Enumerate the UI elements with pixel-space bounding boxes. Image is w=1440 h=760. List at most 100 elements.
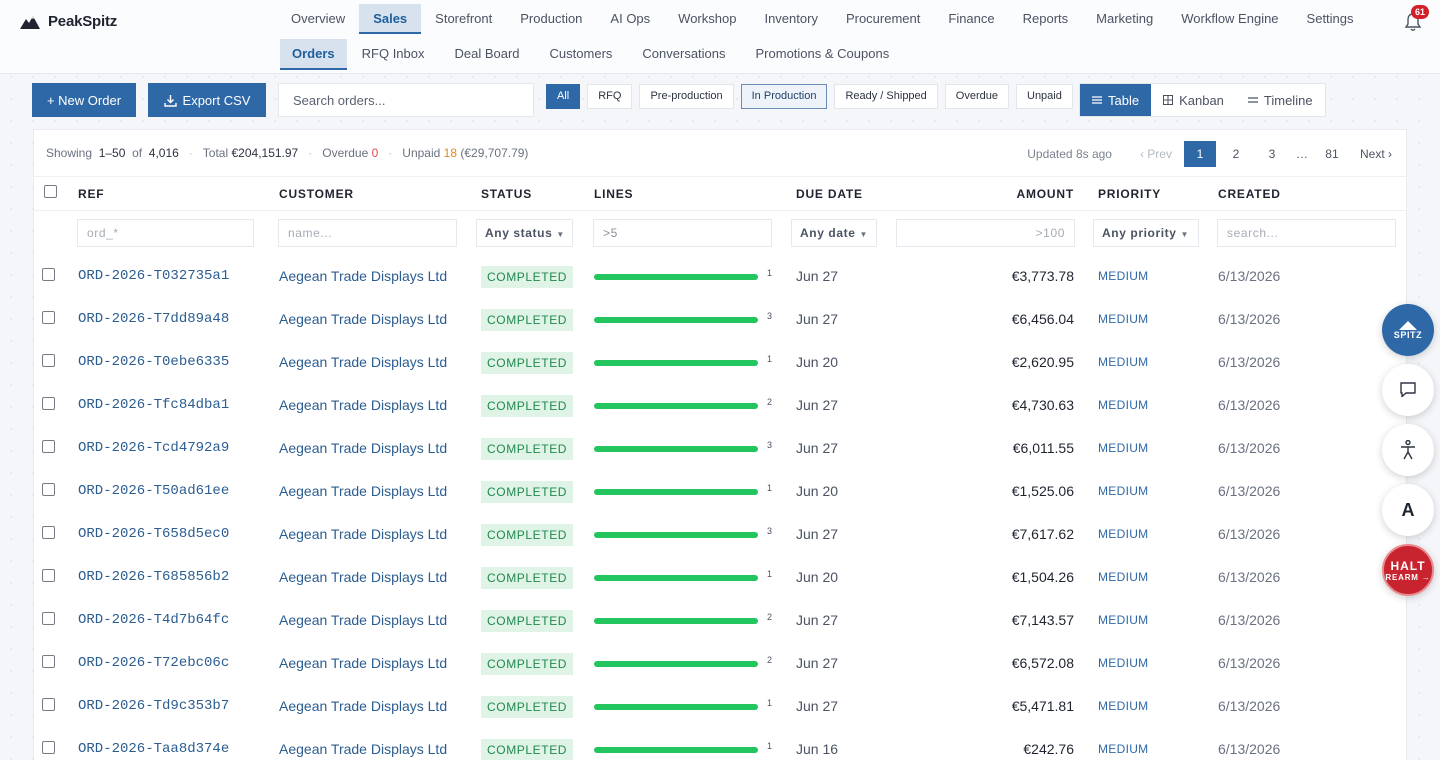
nav-procurement[interactable]: Procurement	[845, 11, 921, 26]
page-2-button[interactable]: 2	[1232, 147, 1240, 161]
customer-link[interactable]: Aegean Trade Displays Ltd	[279, 655, 448, 671]
nav-marketing[interactable]: Marketing	[1096, 11, 1154, 26]
nav-reports[interactable]: Reports	[1022, 11, 1069, 26]
status-filter-select[interactable]: Any status ▼	[476, 219, 573, 247]
table-row[interactable]: ORD-2026-T7dd89a48 Aegean Trade Displays …	[34, 298, 1406, 341]
header-due-date[interactable]: DUE DATE	[796, 187, 863, 201]
filter-chip-unpaid[interactable]: Unpaid	[1016, 84, 1073, 109]
priority-filter-select[interactable]: Any priority ▼	[1093, 219, 1199, 247]
amount-filter-input[interactable]: >100	[896, 219, 1075, 247]
export-csv-button[interactable]: Export CSV	[148, 83, 266, 117]
halt-button[interactable]: HALT REARM →	[1382, 544, 1434, 596]
page-3-button[interactable]: 3	[1268, 147, 1276, 161]
row-checkbox[interactable]	[42, 526, 55, 539]
order-ref-link[interactable]: ORD-2026-T658d5ec0	[78, 526, 230, 542]
nav-workshop[interactable]: Workshop	[678, 11, 737, 26]
subnav-deal-board[interactable]: Deal Board	[454, 46, 520, 61]
prev-page-button[interactable]: ‹ Prev	[1139, 147, 1172, 161]
new-order-button[interactable]: + New Order	[32, 83, 136, 117]
nav-ai-ops[interactable]: AI Ops	[610, 11, 651, 26]
table-row[interactable]: ORD-2026-T50ad61ee Aegean Trade Displays …	[34, 470, 1406, 513]
table-row[interactable]: ORD-2026-Td9c353b7 Aegean Trade Displays …	[34, 685, 1406, 728]
row-checkbox[interactable]	[42, 698, 55, 711]
table-row[interactable]: ORD-2026-T685856b2 Aegean Trade Displays …	[34, 556, 1406, 599]
row-checkbox[interactable]	[42, 569, 55, 582]
customer-link[interactable]: Aegean Trade Displays Ltd	[279, 397, 448, 413]
row-checkbox[interactable]	[42, 655, 55, 668]
customer-link[interactable]: Aegean Trade Displays Ltd	[279, 526, 448, 542]
header-customer[interactable]: CUSTOMER	[279, 187, 354, 201]
customer-link[interactable]: Aegean Trade Displays Ltd	[279, 698, 448, 714]
accessibility-button[interactable]	[1382, 424, 1434, 476]
row-checkbox[interactable]	[42, 311, 55, 324]
page-1-button[interactable]: 1	[1183, 141, 1216, 167]
customer-link[interactable]: Aegean Trade Displays Ltd	[279, 483, 448, 499]
header-lines[interactable]: LINES	[594, 187, 634, 201]
filter-chip-rfq[interactable]: RFQ	[587, 84, 633, 109]
customer-link[interactable]: Aegean Trade Displays Ltd	[279, 741, 448, 757]
order-ref-link[interactable]: ORD-2026-Td9c353b7	[78, 698, 230, 714]
select-all-checkbox[interactable]	[44, 185, 57, 198]
order-ref-link[interactable]: ORD-2026-Tcd4792a9	[78, 440, 230, 456]
row-checkbox[interactable]	[42, 440, 55, 453]
nav-overview[interactable]: Overview	[291, 11, 346, 26]
customer-link[interactable]: Aegean Trade Displays Ltd	[279, 440, 448, 456]
subnav-rfq-inbox[interactable]: RFQ Inbox	[361, 46, 425, 61]
filter-chip-ready-shipped[interactable]: Ready / Shipped	[834, 84, 938, 109]
order-ref-link[interactable]: ORD-2026-T72ebc06c	[78, 655, 230, 671]
row-checkbox[interactable]	[42, 483, 55, 496]
brand[interactable]: PeakSpitz	[20, 13, 117, 30]
order-ref-link[interactable]: ORD-2026-T50ad61ee	[78, 483, 230, 499]
subnav-conversations[interactable]: Conversations	[642, 46, 726, 61]
view-table-button[interactable]: Table	[1080, 84, 1152, 116]
nav-finance[interactable]: Finance	[948, 11, 995, 26]
row-checkbox[interactable]	[42, 741, 55, 754]
order-ref-link[interactable]: ORD-2026-T4d7b64fc	[78, 612, 230, 628]
header-created[interactable]: CREATED	[1218, 187, 1281, 201]
nav-inventory[interactable]: Inventory	[764, 11, 818, 26]
header-status[interactable]: STATUS	[481, 187, 533, 201]
nav-storefront[interactable]: Storefront	[435, 11, 493, 26]
ref-filter-input[interactable]: ord_*	[77, 219, 254, 247]
search-orders-input[interactable]	[278, 83, 534, 117]
customer-filter-input[interactable]: name...	[278, 219, 457, 247]
next-page-button[interactable]: Next ›	[1359, 147, 1392, 161]
view-kanban-button[interactable]: Kanban	[1151, 84, 1236, 116]
table-row[interactable]: ORD-2026-T0ebe6335 Aegean Trade Displays …	[34, 341, 1406, 384]
nav-sales[interactable]: Sales	[359, 4, 422, 34]
header-amount[interactable]: AMOUNT	[1016, 187, 1074, 201]
font-size-button[interactable]: A	[1382, 484, 1434, 536]
nav-settings[interactable]: Settings	[1306, 11, 1354, 26]
order-ref-link[interactable]: ORD-2026-Tfc84dba1	[78, 397, 230, 413]
page-81-button[interactable]: 81	[1325, 147, 1339, 161]
row-checkbox[interactable]	[42, 268, 55, 281]
customer-link[interactable]: Aegean Trade Displays Ltd	[279, 311, 448, 327]
header-ref[interactable]: REF	[78, 187, 105, 201]
customer-link[interactable]: Aegean Trade Displays Ltd	[279, 612, 448, 628]
customer-link[interactable]: Aegean Trade Displays Ltd	[279, 354, 448, 370]
order-ref-link[interactable]: ORD-2026-T0ebe6335	[78, 354, 230, 370]
table-row[interactable]: ORD-2026-Taa8d374e Aegean Trade Displays …	[34, 728, 1406, 760]
customer-link[interactable]: Aegean Trade Displays Ltd	[279, 569, 448, 585]
table-row[interactable]: ORD-2026-T658d5ec0 Aegean Trade Displays …	[34, 513, 1406, 556]
subnav-promotions-coupons[interactable]: Promotions & Coupons	[755, 46, 890, 61]
table-row[interactable]: ORD-2026-T032735a1 Aegean Trade Displays …	[34, 255, 1406, 298]
nav-production[interactable]: Production	[520, 11, 583, 26]
due-date-filter-select[interactable]: Any date ▼	[791, 219, 877, 247]
row-checkbox[interactable]	[42, 397, 55, 410]
header-priority[interactable]: PRIORITY	[1098, 187, 1162, 201]
lines-filter-input[interactable]: >5	[593, 219, 772, 247]
order-ref-link[interactable]: ORD-2026-T685856b2	[78, 569, 230, 585]
customer-link[interactable]: Aegean Trade Displays Ltd	[279, 268, 448, 284]
table-row[interactable]: ORD-2026-Tcd4792a9 Aegean Trade Displays …	[34, 427, 1406, 470]
filter-chip-pre-production[interactable]: Pre-production	[639, 84, 734, 109]
table-row[interactable]: ORD-2026-Tfc84dba1 Aegean Trade Displays …	[34, 384, 1406, 427]
created-filter-input[interactable]: search...	[1217, 219, 1396, 247]
subnav-customers[interactable]: Customers	[549, 46, 613, 61]
spitz-assistant-button[interactable]: SPITZ	[1382, 304, 1434, 356]
row-checkbox[interactable]	[42, 354, 55, 367]
subnav-orders[interactable]: Orders	[280, 39, 347, 70]
filter-chip-in-production[interactable]: In Production	[740, 84, 828, 109]
table-row[interactable]: ORD-2026-T4d7b64fc Aegean Trade Displays …	[34, 599, 1406, 642]
order-ref-link[interactable]: ORD-2026-T032735a1	[78, 268, 230, 284]
